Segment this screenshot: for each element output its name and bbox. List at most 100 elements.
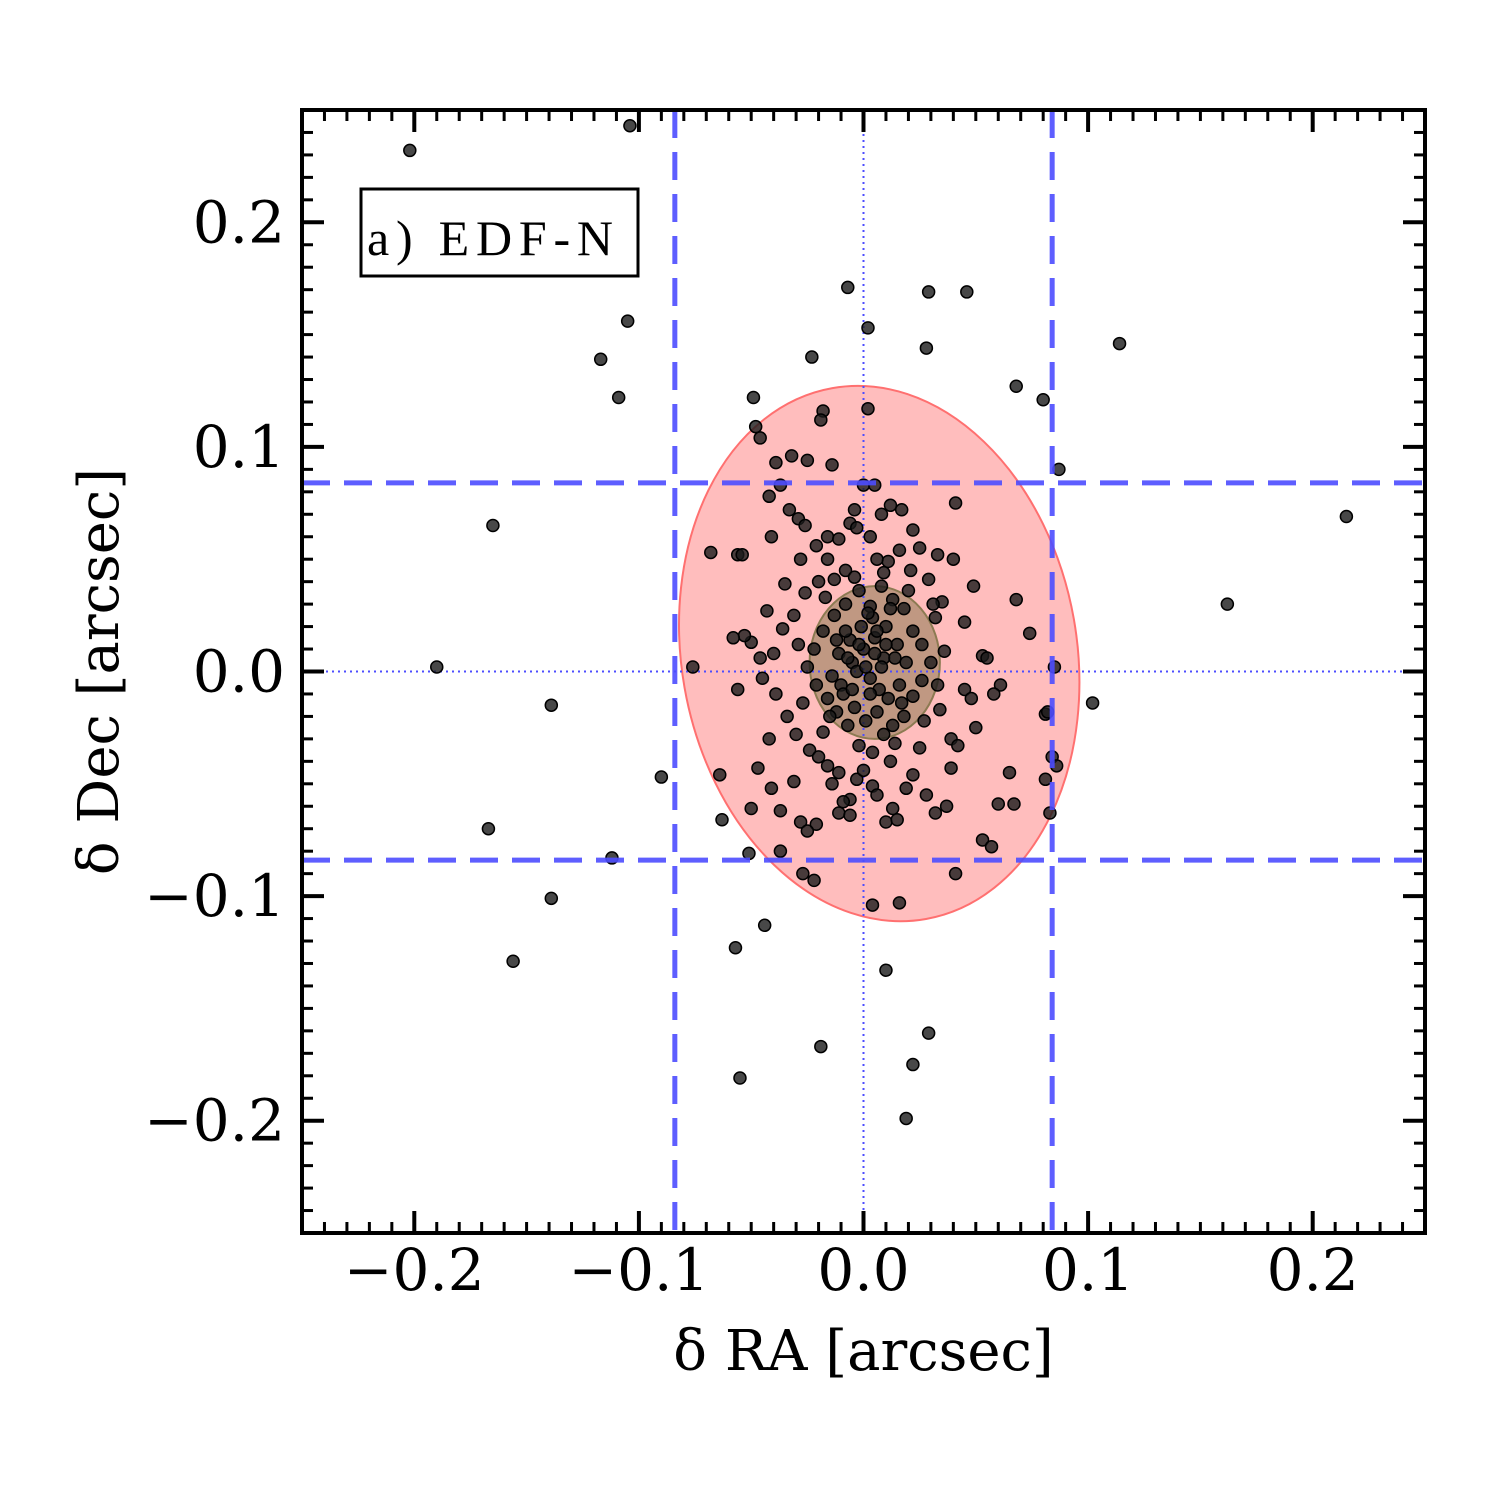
data-point <box>885 718 900 733</box>
data-point <box>686 660 700 674</box>
data-point <box>796 866 810 881</box>
data-point <box>775 622 790 636</box>
data-point <box>753 431 767 445</box>
data-point <box>885 801 900 816</box>
data-point <box>778 577 792 591</box>
data-point <box>814 1039 828 1054</box>
data-point <box>870 552 884 566</box>
data-point <box>926 597 940 611</box>
data-point <box>899 781 913 796</box>
data-point <box>852 583 866 598</box>
data-point <box>841 280 855 295</box>
data-point <box>948 496 963 510</box>
data-point <box>919 788 934 802</box>
data-point <box>713 768 727 782</box>
data-point <box>816 725 830 739</box>
data-point <box>899 655 913 670</box>
data-point <box>890 637 904 652</box>
data-point <box>892 896 907 910</box>
data-point <box>809 678 824 692</box>
data-point <box>841 718 855 733</box>
data-point <box>957 615 972 629</box>
data-point <box>805 350 819 364</box>
data-point <box>861 321 875 335</box>
data-point <box>789 727 803 742</box>
y-tick-label: 0.0 <box>193 638 285 706</box>
data-point <box>744 801 758 816</box>
data-point <box>861 401 875 416</box>
data-point <box>858 714 873 728</box>
data-point <box>611 390 626 405</box>
y-tick-label: −0.2 <box>144 1087 285 1155</box>
data-point <box>1052 462 1066 477</box>
data-point <box>870 788 884 802</box>
data-point <box>928 806 943 820</box>
data-point <box>894 503 909 517</box>
data-point <box>991 797 1006 811</box>
data-point <box>906 523 920 537</box>
data-point <box>809 817 824 831</box>
data-point <box>906 689 920 703</box>
data-point <box>856 763 871 778</box>
data-point <box>874 579 889 593</box>
data-point <box>966 579 981 593</box>
data-point <box>1112 336 1127 351</box>
data-point <box>829 633 844 647</box>
data-point <box>852 637 866 652</box>
data-point <box>823 709 837 724</box>
y-axis-label: δ Dec [arcsec] <box>67 468 132 875</box>
data-point <box>796 696 810 710</box>
data-point <box>863 529 877 544</box>
data-point <box>809 538 824 553</box>
annotation-box: a) EDF-N <box>359 187 640 278</box>
data-point <box>888 736 902 751</box>
data-point <box>755 671 770 685</box>
data-point <box>879 815 893 829</box>
data-point <box>793 552 808 566</box>
data-point <box>1007 797 1021 811</box>
data-point <box>1339 509 1354 524</box>
data-point <box>832 765 846 780</box>
data-point <box>894 696 909 710</box>
data-point <box>899 1111 913 1126</box>
data-point <box>937 644 952 659</box>
data-point <box>843 808 857 822</box>
data-point <box>654 770 669 784</box>
data-point <box>766 646 781 661</box>
data-point <box>879 637 893 652</box>
data-point <box>870 705 884 719</box>
data-point <box>814 413 828 427</box>
data-point <box>912 741 927 755</box>
data-point <box>827 572 842 587</box>
data-point <box>827 608 842 623</box>
x-tick-label: −0.2 <box>344 1236 485 1304</box>
data-point <box>486 518 500 533</box>
data-point <box>924 655 938 670</box>
data-point <box>715 812 729 827</box>
data-point <box>890 812 904 827</box>
data-point <box>845 682 860 697</box>
data-point <box>915 673 929 688</box>
plot-content <box>302 110 1425 1233</box>
data-point <box>544 698 559 712</box>
data-point <box>984 839 999 854</box>
data-point <box>883 601 898 616</box>
data-point <box>773 804 788 818</box>
data-point <box>858 660 873 674</box>
data-point <box>764 781 779 796</box>
data-point <box>906 624 920 638</box>
data-point <box>865 898 880 912</box>
data-point <box>897 601 911 616</box>
data-point <box>791 637 806 652</box>
data-point <box>746 390 761 405</box>
data-point <box>820 552 835 566</box>
data-point <box>798 586 812 600</box>
x-tick-labels: −0.2 −0.1 0.0 0.1 0.2 <box>344 1236 1359 1304</box>
data-point <box>888 651 902 665</box>
data-point <box>847 503 862 517</box>
data-point <box>917 714 931 728</box>
data-point <box>838 563 853 578</box>
data-point <box>838 597 853 611</box>
data-point <box>832 806 846 820</box>
data-point <box>921 1026 936 1040</box>
